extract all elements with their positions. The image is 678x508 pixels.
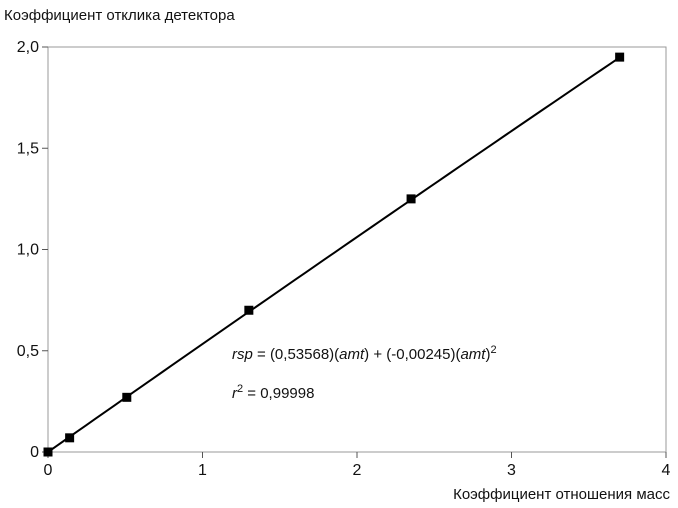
r2-superscript: 2 xyxy=(237,383,243,395)
eq-rsp: rsp xyxy=(232,346,253,363)
r2-r: r xyxy=(232,385,238,402)
r2-annotation: r2 = 0,99998 xyxy=(232,383,314,402)
eq-close: ) xyxy=(485,346,490,363)
x-tick-label: 4 xyxy=(662,462,671,479)
data-point xyxy=(43,447,53,457)
data-points xyxy=(43,52,625,457)
x-axis-label: Коэффициент отношения масс xyxy=(453,486,670,503)
x-tick-label: 1 xyxy=(198,462,207,479)
y-ticks: 0 0,5 1,0 1,5 2,0 xyxy=(17,39,48,461)
data-point xyxy=(406,194,416,204)
y-tick-label: 0 xyxy=(30,444,39,461)
data-point xyxy=(244,305,254,315)
data-point xyxy=(615,52,625,62)
eq-superscript: 2 xyxy=(490,344,496,356)
y-axis-label: Коэффициент отклика детектора xyxy=(4,7,235,24)
y-tick-label: 1,0 xyxy=(17,242,39,259)
eq-part1: = (0,53568)( xyxy=(253,346,339,363)
x-ticks: 0 1 2 3 4 xyxy=(44,452,671,479)
y-tick-label: 0,5 xyxy=(17,343,39,360)
eq-amt1: amt xyxy=(339,346,365,363)
plot-frame xyxy=(47,46,667,453)
eq-part2: ) + (-0,00245)( xyxy=(364,346,460,363)
x-tick-label: 0 xyxy=(44,462,53,479)
x-tick-label: 3 xyxy=(507,462,516,479)
y-tick-label: 2,0 xyxy=(17,39,39,56)
r2-value: = 0,99998 xyxy=(243,385,314,402)
y-tick-label: 1,5 xyxy=(17,140,39,157)
equation-annotation: rsp = (0,53568)(amt) + (-0,00245)(amt)2 xyxy=(232,344,497,363)
data-point xyxy=(122,392,132,402)
fit-line xyxy=(47,56,621,453)
data-point xyxy=(65,433,75,443)
eq-amt2: amt xyxy=(460,346,486,363)
x-tick-label: 2 xyxy=(353,462,362,479)
